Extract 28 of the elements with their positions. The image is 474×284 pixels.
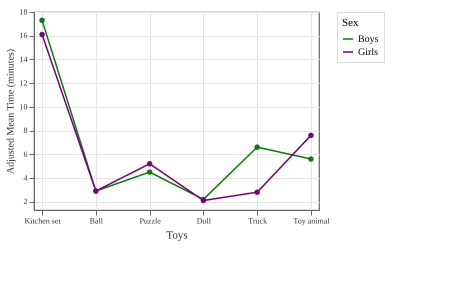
point [39,32,45,38]
point [254,144,260,150]
point [39,18,45,24]
point [308,156,314,162]
y-tick-label: 18 [20,8,28,16]
y-tick-label: 14 [20,54,28,64]
legend-label: Boys [358,34,379,45]
legend-title: Sex [342,17,359,29]
y-tick-label: 16 [20,31,28,40]
point [254,189,260,195]
x-tick-label: Doll [196,216,212,226]
y-axis-title: Adjusted Mean Time (minutes) [6,48,16,174]
x-tick-label: Puzzle [139,216,162,226]
y-tick-label: 8 [24,126,28,136]
y-tick-label: 4 [24,173,28,182]
y-tick-label: 2 [24,197,28,206]
x-tick-label: Truck [248,216,268,226]
y-tick-label: 12 [20,78,28,88]
x-axis-title: Toys [166,230,188,242]
y-tick-label: 10 [20,102,28,112]
x-tick-label: Ball [90,216,104,226]
point [146,169,152,175]
point [146,161,152,166]
legend-label: Girls [358,47,378,58]
point [308,132,314,138]
x-tick-label: Kitchen set [24,216,62,226]
x-tick-label: Toy animal [293,216,330,226]
y-tick-label: 6 [24,150,28,159]
